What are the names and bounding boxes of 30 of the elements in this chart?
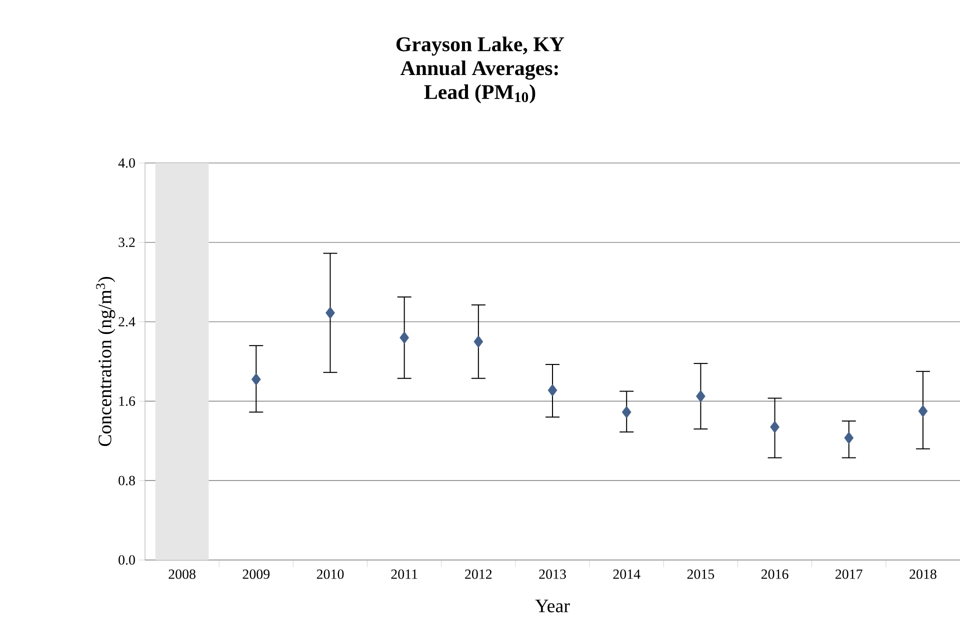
x-tick-label: 2011	[391, 570, 418, 579]
point	[251, 373, 261, 386]
x-tick-label: 2015	[687, 570, 714, 579]
x-tick-label: 2008	[168, 570, 196, 579]
point	[326, 306, 335, 320]
chart-title: Grayson Lake, KY Annual Averages: Lead (PM$_{10}$)	[396, 36, 564, 104]
x-tick-label: 2010	[316, 570, 344, 579]
point	[622, 406, 632, 418]
point	[770, 420, 780, 434]
y-tick-label: 3.2	[118, 238, 135, 248]
point	[918, 404, 928, 418]
y-tick-label: 0.0	[118, 555, 135, 565]
x-tick-label: 2016	[761, 570, 788, 579]
y-tick-label: 4.0	[118, 158, 135, 168]
point	[696, 390, 706, 402]
x-tick-label: 2017	[836, 570, 862, 579]
point	[474, 335, 484, 348]
x-tick-label: 2013	[539, 570, 566, 579]
x-tick-label: 2009	[242, 570, 270, 579]
x-tick-label: 2012	[465, 570, 492, 579]
point	[548, 384, 558, 396]
y-tick-label: 1.6	[119, 396, 136, 406]
y-axis-title: Concentration (ng/m$^{3}$)	[96, 277, 116, 446]
x-axis-title: Year	[535, 600, 570, 612]
x-tick-label: 2018	[910, 570, 936, 579]
point	[400, 331, 410, 344]
y-tick-label: 0.8	[118, 476, 135, 486]
y-tick-label: 2.4	[118, 317, 136, 327]
point	[844, 432, 854, 444]
x-tick-label: 2014	[613, 570, 640, 579]
